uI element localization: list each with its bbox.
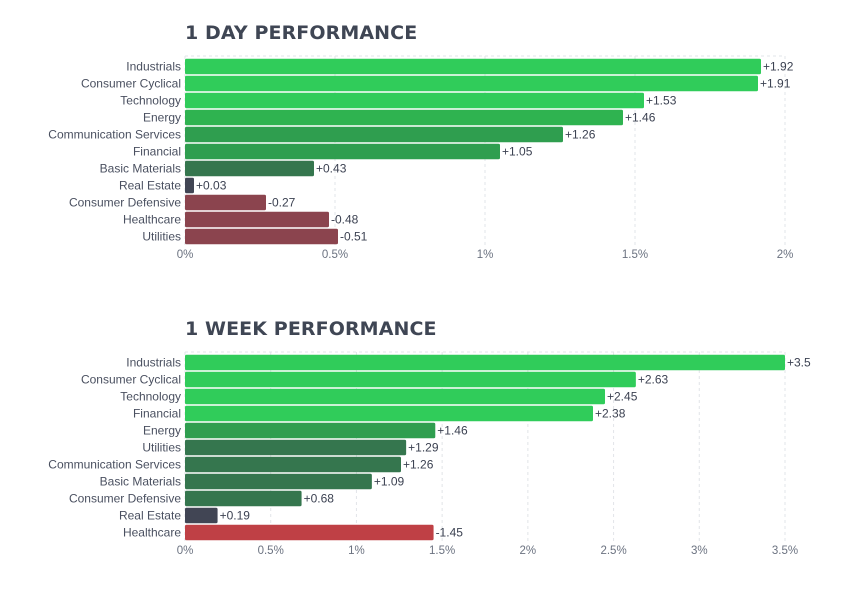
day-performance-title: 1 DAY PERFORMANCE [185, 22, 418, 44]
day-performance-chart: 0% 0.5% 1% 1.5% 2% Industrials +1.92 Consumer C… [48, 55, 794, 261]
category-label: Healthcare [123, 213, 181, 227]
value-label: +1.46 [437, 424, 468, 438]
category-label: Real Estate [119, 509, 181, 523]
x-tick-label: 0% [177, 545, 194, 557]
value-label: +2.63 [638, 373, 669, 387]
category-label: Financial [133, 407, 181, 421]
bar[interactable] [185, 371, 636, 388]
bar[interactable] [185, 473, 372, 490]
category-label: Industrials [126, 60, 181, 74]
value-label: +1.29 [408, 441, 439, 455]
x-tick-label: 1% [348, 545, 365, 557]
value-label: +1.09 [374, 475, 405, 489]
bar[interactable] [185, 126, 563, 143]
bar[interactable] [185, 228, 338, 245]
value-label: +2.38 [595, 407, 626, 421]
bar[interactable] [185, 439, 407, 456]
value-label: +0.43 [316, 162, 347, 176]
value-label: +2.45 [607, 390, 638, 404]
bar[interactable] [185, 354, 785, 371]
value-label: +1.05 [502, 145, 533, 159]
bar[interactable] [185, 507, 218, 524]
value-label: +0.03 [196, 179, 227, 193]
week-performance-chart: 0% 0.5% 1% 1.5% 2% 2.5% 3% 3.5% Industrials +3.5 C… [48, 351, 811, 557]
x-tick-label: 0.5% [322, 249, 348, 261]
x-tick-label: 3% [691, 545, 708, 557]
category-label: Basic Materials [100, 475, 181, 489]
category-label: Technology [120, 94, 181, 108]
category-label: Consumer Defensive [69, 492, 181, 506]
week-performance-panel: 1 WEEK PERFORMANCE 0% 0.5% 1% 1.5% 2% 2.5% 3% 3… [0, 318, 863, 578]
x-tick-label: 2% [520, 545, 537, 557]
category-label: Technology [120, 390, 181, 404]
value-label: +1.26 [565, 128, 596, 142]
value-label: -1.45 [436, 526, 464, 540]
category-label: Healthcare [123, 526, 181, 540]
category-label: Utilities [142, 441, 181, 455]
bar[interactable] [185, 177, 194, 194]
category-label: Energy [143, 111, 181, 125]
bar[interactable] [185, 75, 758, 92]
value-label: +1.53 [646, 94, 677, 108]
category-label: Industrials [126, 356, 181, 370]
day-performance-panel: 1 DAY PERFORMANCE 0% 0.5% 1% 1.5% 2% Industri… [0, 22, 863, 282]
bar[interactable] [185, 160, 314, 177]
bar[interactable] [185, 490, 302, 507]
category-label: Utilities [142, 230, 181, 244]
category-label: Consumer Defensive [69, 196, 181, 210]
category-label: Consumer Cyclical [81, 77, 181, 91]
category-label: Communication Services [48, 458, 181, 472]
bar[interactable] [185, 405, 593, 422]
bar[interactable] [185, 92, 644, 109]
x-tick-label: 1% [477, 249, 494, 261]
category-label: Energy [143, 424, 181, 438]
category-label: Financial [133, 145, 181, 159]
bar[interactable] [185, 388, 605, 405]
week-performance-title: 1 WEEK PERFORMANCE [185, 318, 437, 340]
value-label: +1.92 [763, 60, 794, 74]
bar[interactable] [185, 58, 761, 75]
value-label: +0.68 [304, 492, 335, 506]
value-label: -0.27 [268, 196, 296, 210]
value-label: +0.19 [220, 509, 251, 523]
bar[interactable] [185, 143, 500, 160]
value-label: -0.48 [331, 213, 359, 227]
bar[interactable] [185, 422, 436, 439]
category-label: Communication Services [48, 128, 181, 142]
value-label: -0.51 [340, 230, 368, 244]
bar[interactable] [185, 194, 266, 211]
category-label: Basic Materials [100, 162, 181, 176]
value-label: +1.46 [625, 111, 656, 125]
category-label: Real Estate [119, 179, 181, 193]
value-label: +1.26 [403, 458, 434, 472]
x-tick-label: 0% [177, 249, 194, 261]
x-tick-label: 2% [777, 249, 794, 261]
x-tick-label: 3.5% [772, 545, 798, 557]
x-tick-label: 1.5% [622, 249, 648, 261]
category-label: Consumer Cyclical [81, 373, 181, 387]
value-label: +3.5 [787, 356, 811, 370]
bar[interactable] [185, 456, 401, 473]
bar[interactable] [185, 211, 329, 228]
x-tick-label: 2.5% [600, 545, 626, 557]
value-label: +1.91 [760, 77, 791, 91]
x-tick-label: 1.5% [429, 545, 455, 557]
bar[interactable] [185, 524, 434, 541]
bar[interactable] [185, 109, 623, 126]
x-tick-label: 0.5% [258, 545, 284, 557]
